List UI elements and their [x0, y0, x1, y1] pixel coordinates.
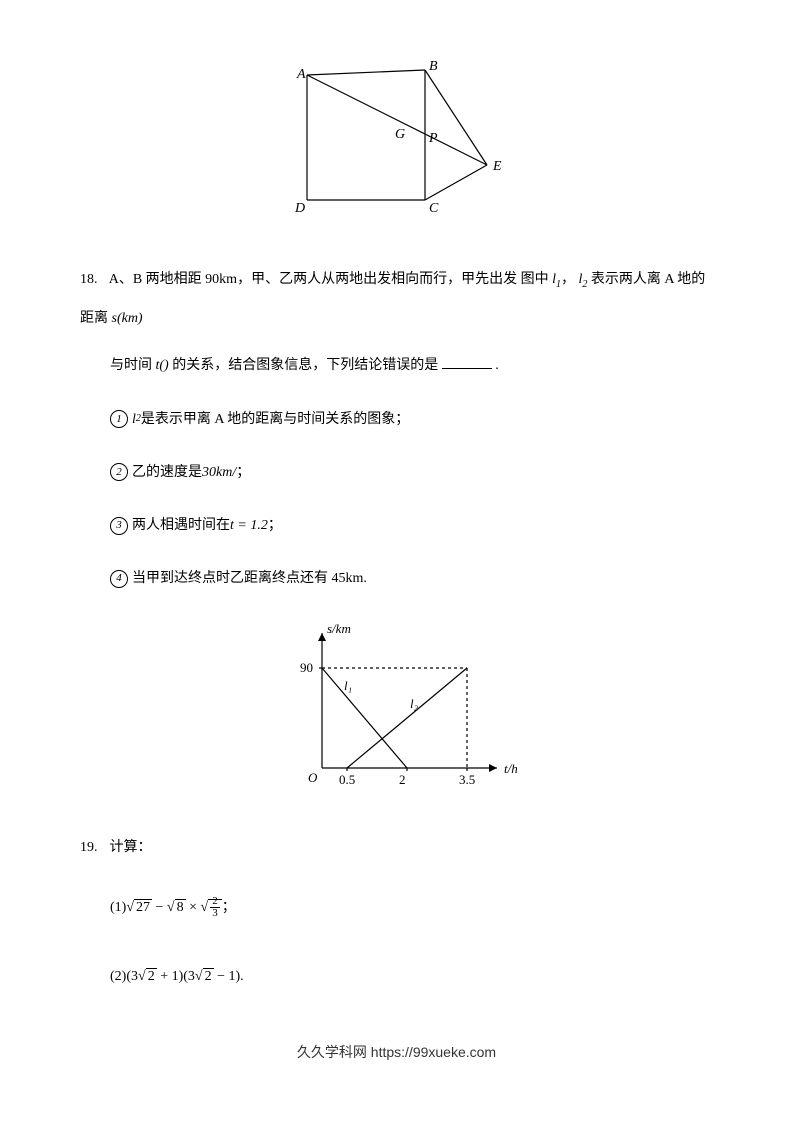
svg-text:A: A	[296, 67, 306, 82]
problem-19: 19. 计算： (1) 27 − 8 × 23； (2)(32 + 1)(32 −…	[80, 828, 713, 996]
comma: ，	[561, 272, 575, 287]
option-text: 两人相遇时间在	[132, 506, 230, 545]
option-value: 30km/	[202, 453, 236, 492]
option-marker: 3	[110, 517, 128, 535]
option-marker: 2	[110, 463, 128, 481]
svg-text:90: 90	[300, 660, 313, 675]
frac-num: 2	[210, 896, 220, 908]
var-s: s(km)	[112, 311, 143, 326]
page-footer: 久久学科网 https://99xueke.com	[0, 1042, 793, 1062]
svg-text:O: O	[308, 770, 318, 785]
svg-text:3.5: 3.5	[459, 772, 475, 787]
option-3: 3两人相遇时间在t = 1.2；	[80, 506, 713, 545]
text-segment: 的关系，结合图象信息，下列结论错误的是	[172, 358, 438, 373]
option-marker: 4	[110, 570, 128, 588]
sqrt-val: 27	[134, 899, 152, 915]
calc-1: (1) 27 − 8 × 23；	[80, 888, 713, 927]
geometry-figure: A B C D E G P	[80, 60, 713, 220]
minus: −	[152, 900, 167, 915]
frac-den: 3	[210, 908, 220, 919]
sqrt-frac: 23	[201, 888, 222, 927]
svg-text:2: 2	[399, 772, 406, 787]
expression: (32 + 1)(32 − 1)	[126, 969, 240, 984]
option-marker: 1	[110, 410, 128, 428]
calc-prefix: (2)	[110, 969, 126, 984]
var-t: t()	[156, 358, 169, 373]
problem-text-line2: 与时间 t() 的关系，结合图象信息，下列结论错误的是 .	[80, 346, 713, 385]
svg-text:C: C	[429, 201, 439, 216]
problem-text-line1: A、B 两地相距 90km，甲、乙两人从两地出发相向而行，甲先出发 图中 l1，…	[80, 272, 705, 326]
svg-text:l₂: l₂	[410, 696, 419, 711]
option-suffix: ；	[268, 506, 282, 545]
option-text: 是表示甲离 A 地的距离与时间关系的图象；	[141, 400, 409, 439]
svg-text:l₁: l₁	[344, 678, 352, 693]
text-segment: 与时间	[110, 358, 152, 373]
sqrt-val: 8	[175, 899, 186, 915]
fraction: 23	[210, 896, 220, 919]
suffix: .	[240, 969, 244, 984]
text-segment: A、B 两地相距 90km，甲、乙两人从两地出发相向而行，甲先出发 图中	[109, 272, 549, 287]
svg-text:B: B	[429, 60, 438, 74]
answer-blank	[442, 355, 492, 369]
option-2: 2乙的速度是30km/；	[80, 453, 713, 492]
svg-text:D: D	[294, 201, 305, 216]
option-4: 4当甲到达终点时乙距离终点还有 45km.	[80, 559, 713, 598]
footer-text: 久久学科网 https://99xueke.com	[297, 1044, 496, 1060]
calc-2: (2)(32 + 1)(32 − 1).	[80, 957, 713, 996]
problem-18: 18. A、B 两地相距 90km，甲、乙两人从两地出发相向而行，甲先出发 图中…	[80, 260, 713, 798]
option-value: t = 1.2	[230, 506, 268, 545]
option-1: 1l2是表示甲离 A 地的距离与时间关系的图象；	[80, 400, 713, 439]
svg-text:0.5: 0.5	[339, 772, 355, 787]
option-suffix: ；	[236, 453, 250, 492]
line-graph-container: l₁ l₂ t/h s/km O 90 0.5 2 3.5	[80, 618, 713, 798]
geometry-svg: A B C D E G P	[267, 60, 527, 220]
period: .	[495, 358, 499, 373]
line-graph-svg: l₁ l₂ t/h s/km O 90 0.5 2 3.5	[272, 618, 522, 798]
sqrt-val: 23	[208, 899, 222, 915]
times: ×	[186, 900, 201, 915]
problem-text: 计算：	[110, 840, 152, 855]
problem-number: 18.	[80, 260, 106, 299]
suffix: ；	[222, 900, 236, 915]
problem-number: 19.	[80, 828, 106, 867]
svg-text:G: G	[395, 127, 405, 142]
sqrt-27: 27	[126, 888, 152, 927]
options-list: 1l2是表示甲离 A 地的距离与时间关系的图象；2乙的速度是30km/；3两人相…	[80, 400, 713, 599]
calc-prefix: (1)	[110, 900, 126, 915]
option-text: 当甲到达终点时乙距离终点还有 45km.	[132, 559, 367, 598]
option-text: 乙的速度是	[132, 453, 202, 492]
svg-text:t/h: t/h	[504, 761, 518, 776]
svg-text:P: P	[428, 131, 438, 146]
sub-2: 2	[582, 279, 587, 290]
svg-text:s/km: s/km	[327, 621, 351, 636]
svg-text:E: E	[492, 159, 502, 174]
sqrt-8: 8	[167, 888, 186, 927]
